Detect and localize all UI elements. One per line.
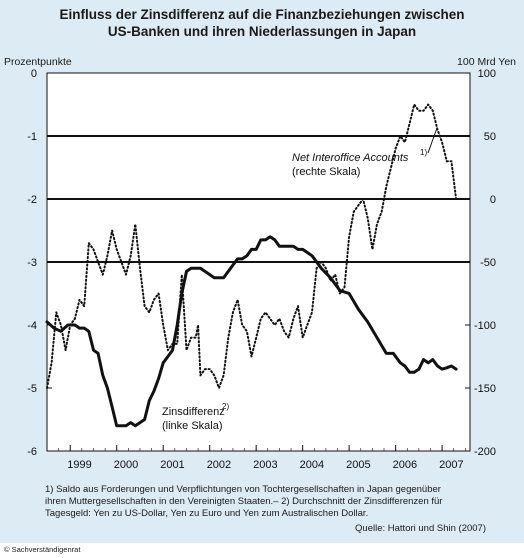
y-right-tick-label: -100: [474, 320, 496, 332]
x-tick-label: 2003: [253, 459, 277, 471]
title-line-1: Einfluss der Zinsdifferenz auf die Finan…: [59, 7, 465, 22]
x-tick-label: 1999: [67, 459, 91, 471]
copyright-note: © Sachverständigenrat: [4, 545, 81, 554]
y-left-tick-label: -2: [27, 194, 37, 206]
y-left-tick-label: 0: [31, 68, 37, 80]
series-line-zinsdifferenz: [45, 235, 458, 428]
source-note: Quelle: Hattori und Shin (2007): [355, 523, 486, 534]
x-tick-label: 2006: [393, 459, 417, 471]
series-label-sub: (linke Skala): [162, 420, 223, 432]
series-label-sub: (rechte Skala): [292, 166, 360, 178]
series-label-zinsdifferenz: Zinsdifferenz: [162, 406, 225, 418]
y-right-tick-label: -150: [474, 383, 496, 395]
x-tick-label: 2005: [346, 459, 370, 471]
right-axis-unit: 100 Mrd Yen: [457, 56, 516, 68]
x-tick-label: 2002: [207, 459, 231, 471]
y-right-tick-label: 0: [490, 194, 496, 206]
x-tick-label: 2007: [439, 459, 463, 471]
series-label-superscript: 2): [222, 402, 229, 411]
footnote-line-1: 1) Saldo aus Forderungen und Verpflichtu…: [45, 484, 441, 495]
chart-title: Einfluss der Zinsdifferenz auf die Finan…: [0, 6, 524, 40]
y-left-tick-label: -1: [27, 131, 37, 143]
y-right-tick-label: 100: [478, 68, 496, 80]
y-left-tick-label: -3: [27, 257, 37, 269]
series-label-pointer: [427, 127, 438, 154]
y-right-tick-label: 50: [484, 131, 496, 143]
footnote-line-3: Tagesgeld: Yen zu US-Dollar, Yen zu Euro…: [45, 508, 369, 519]
series-label-superscript: 1): [420, 148, 427, 157]
y-right-tick-label: -50: [480, 257, 496, 269]
footnote: 1) Saldo aus Forderungen und Verpflichtu…: [45, 484, 485, 520]
footnote-line-2: ihren Muttergesellschaften in den Verein…: [45, 496, 443, 507]
title-line-2: US-Banken und ihren Niederlassungen in J…: [107, 24, 417, 39]
y-left-tick-label: -4: [27, 320, 37, 332]
y-right-tick-label: -200: [474, 446, 496, 458]
y-left-tick-label: -6: [27, 446, 37, 458]
chart-svg: 1999 2000 2001 2002 2003 2004 2005 2006 2007 0 -1 -…: [27, 68, 496, 471]
x-tick-label: 2004: [300, 459, 324, 471]
x-tick-label: 2001: [160, 459, 184, 471]
x-tick-label: 2000: [114, 459, 138, 471]
series-label-net-interoffice: Net Interoffice Accounts: [292, 152, 409, 164]
series-line-net-interoffice: [46, 103, 458, 389]
y-left-tick-label: -5: [27, 383, 37, 395]
left-axis-unit: Prozentpunkte: [4, 56, 72, 68]
